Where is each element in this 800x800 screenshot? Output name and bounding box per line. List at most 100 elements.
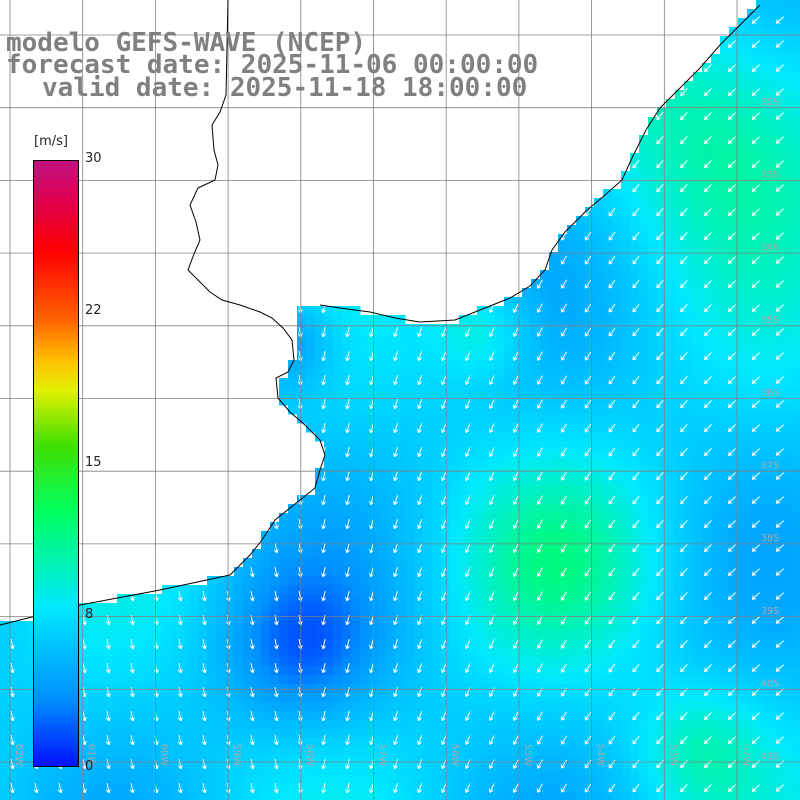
wind-cell bbox=[567, 225, 577, 235]
wind-cell bbox=[585, 207, 595, 217]
wind-arrow bbox=[345, 447, 350, 458]
wind-cell bbox=[558, 747, 568, 757]
wind-cell bbox=[711, 738, 721, 748]
wind-arrow bbox=[345, 399, 350, 410]
wind-cell bbox=[468, 756, 478, 766]
wind-cell bbox=[657, 558, 667, 568]
wind-cell bbox=[180, 594, 190, 604]
wind-cell bbox=[531, 504, 541, 514]
wind-cell bbox=[576, 765, 586, 775]
wind-cell bbox=[270, 639, 280, 649]
wind-cell bbox=[792, 279, 800, 289]
wind-arrow bbox=[680, 111, 688, 121]
wind-cell bbox=[378, 594, 388, 604]
wind-cell bbox=[351, 306, 361, 316]
wind-cell bbox=[207, 675, 217, 685]
wind-cell bbox=[468, 396, 478, 406]
wind-arrow bbox=[727, 304, 736, 312]
wind-cell bbox=[567, 783, 577, 793]
wind-cell bbox=[396, 513, 406, 523]
wind-cell bbox=[720, 630, 730, 640]
wind-cell bbox=[603, 288, 613, 298]
wind-cell bbox=[9, 765, 19, 775]
wind-cell bbox=[144, 711, 154, 721]
wind-cell bbox=[648, 441, 658, 451]
wind-cell bbox=[765, 324, 775, 334]
wind-cell bbox=[441, 783, 451, 793]
wind-cell bbox=[702, 225, 712, 235]
wind-cell bbox=[351, 639, 361, 649]
wind-cell bbox=[396, 738, 406, 748]
wind-cell bbox=[360, 558, 370, 568]
wind-cell bbox=[720, 405, 730, 415]
wind-cell bbox=[495, 684, 505, 694]
wind-cell bbox=[729, 477, 739, 487]
wind-cell bbox=[468, 666, 478, 676]
wind-cell bbox=[774, 603, 784, 613]
wind-cell bbox=[333, 666, 343, 676]
wind-cell bbox=[450, 324, 460, 334]
wind-arrow bbox=[751, 64, 761, 72]
wind-cell bbox=[756, 45, 766, 55]
wind-cell bbox=[720, 423, 730, 433]
wind-cell bbox=[684, 621, 694, 631]
wind-arrow bbox=[584, 711, 592, 721]
wind-cell bbox=[567, 531, 577, 541]
wind-arrow bbox=[704, 64, 712, 73]
wind-cell bbox=[387, 783, 397, 793]
wind-cell bbox=[162, 666, 172, 676]
wind-cell bbox=[351, 747, 361, 757]
wind-arrow bbox=[441, 471, 447, 482]
wind-cell bbox=[630, 324, 640, 334]
wind-cell bbox=[162, 621, 172, 631]
wind-cell bbox=[378, 486, 388, 496]
wind-cell bbox=[621, 216, 631, 226]
wind-cell bbox=[9, 639, 19, 649]
wind-cell bbox=[774, 549, 784, 559]
wind-cell bbox=[657, 468, 667, 478]
wind-cell bbox=[648, 450, 658, 460]
wind-cell bbox=[333, 387, 343, 397]
wind-cell bbox=[378, 684, 388, 694]
wind-cell bbox=[657, 504, 667, 514]
wind-cell bbox=[567, 558, 577, 568]
wind-cell bbox=[360, 720, 370, 730]
wind-cell bbox=[738, 180, 748, 190]
wind-cell bbox=[522, 666, 532, 676]
wind-cell bbox=[594, 495, 604, 505]
wind-cell bbox=[504, 540, 514, 550]
wind-arrow bbox=[632, 399, 640, 409]
wind-cell bbox=[765, 684, 775, 694]
wind-cell bbox=[567, 441, 577, 451]
wind-arrow bbox=[775, 88, 785, 96]
wind-cell bbox=[684, 774, 694, 784]
wind-cell bbox=[198, 684, 208, 694]
wind-cell bbox=[441, 747, 451, 757]
wind-cell bbox=[792, 585, 800, 595]
wind-cell bbox=[603, 504, 613, 514]
wind-cell bbox=[738, 189, 748, 199]
wind-cell bbox=[684, 756, 694, 766]
wind-cell bbox=[414, 477, 424, 487]
wind-cell bbox=[504, 504, 514, 514]
wind-cell bbox=[261, 549, 271, 559]
wind-cell bbox=[513, 369, 523, 379]
wind-cell bbox=[648, 198, 658, 208]
wind-cell bbox=[270, 630, 280, 640]
wind-cell bbox=[459, 720, 469, 730]
wind-cell bbox=[495, 351, 505, 361]
wind-cell bbox=[585, 774, 595, 784]
wind-cell bbox=[684, 693, 694, 703]
wind-cell bbox=[684, 387, 694, 397]
wind-arrow bbox=[656, 279, 664, 289]
wind-cell bbox=[306, 666, 316, 676]
wind-cell bbox=[684, 297, 694, 307]
wind-cell bbox=[279, 549, 289, 559]
wind-cell bbox=[747, 198, 757, 208]
wind-cell bbox=[423, 657, 433, 667]
wind-cell bbox=[783, 738, 793, 748]
wind-cell bbox=[459, 639, 469, 649]
wind-cell bbox=[207, 594, 217, 604]
wind-cell bbox=[459, 477, 469, 487]
wind-cell bbox=[774, 351, 784, 361]
